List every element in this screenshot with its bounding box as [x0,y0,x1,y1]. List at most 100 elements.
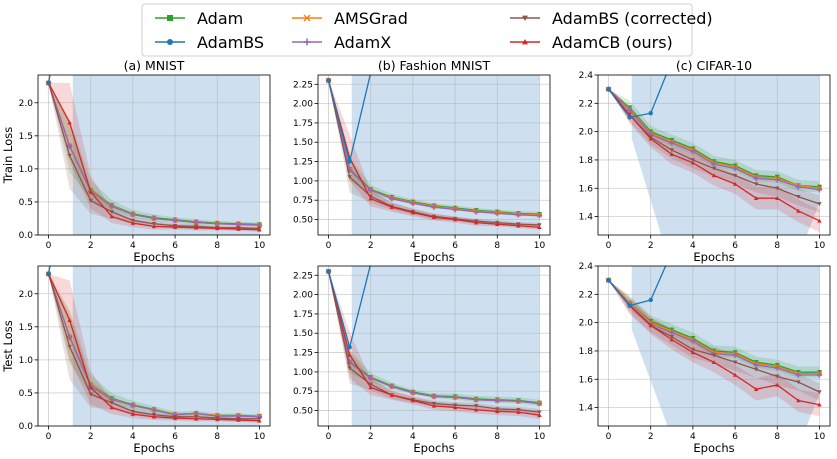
data-point [347,159,352,164]
data-point [817,390,822,395]
axes-frame [317,74,551,236]
data-point [109,203,115,210]
series-adamx [325,77,543,219]
chart-panel-3: 0 2 4 6 8 10 1.4 1.6 1.8 2.0 2.2 2.4 Epochs (c) CIFAR… [579,58,831,264]
y-tick-label: 2.0 [579,128,594,138]
confidence-band-adamcb-ours [608,89,820,233]
data-point [495,409,500,414]
data-point [66,334,73,341]
data-point [516,223,521,228]
data-point [389,204,395,209]
data-point [627,105,632,110]
data-point [431,403,437,408]
data-point [368,375,374,381]
y-tick-label: 2.4 [579,71,594,81]
series-adambs [46,75,51,86]
confidence-band-adam [608,280,820,378]
data-point [326,78,331,83]
data-point [67,120,72,125]
data-point [690,160,696,165]
axes-frame [597,74,831,236]
data-point [67,344,72,349]
data-point [711,353,717,358]
data-point [347,352,352,357]
y-tick-label: 2.2 [579,290,593,300]
data-point [669,137,675,143]
data-point [193,225,199,230]
y-tick-label: 0.50 [293,216,313,226]
data-point [452,206,458,213]
series-adam [606,277,822,375]
x-tick-label: 6 [172,432,178,442]
data-point [690,336,696,341]
data-point [537,225,542,230]
data-point [193,219,199,226]
x-axis-label: Epochs [133,250,174,264]
x-tick-label: 6 [172,241,178,251]
data-point [732,165,738,172]
data-point [236,226,241,231]
data-point [775,362,780,368]
chart-title: (b) Fashion MNIST [378,58,491,73]
x-tick-label: 0 [46,432,52,442]
data-point [410,200,416,207]
y-tick-label: 1.5 [19,132,33,142]
y-tick-label: 1.25 [293,158,313,168]
data-point [817,369,822,375]
data-point [193,416,199,421]
data-point [775,382,780,387]
x-tick-label: 10 [814,241,826,251]
plot-area [598,266,830,426]
data-point [172,415,178,420]
data-point [648,323,653,328]
y-tick-label: 0.5 [19,389,33,399]
x-tick-label: 4 [410,241,416,251]
legend-label: AdamX [334,33,391,52]
data-point [389,195,395,202]
data-point [130,218,136,223]
data-point [648,136,653,141]
data-point [796,380,801,385]
data-point [796,398,801,403]
data-point [648,129,653,134]
data-point [368,187,374,193]
data-point [775,374,780,379]
data-point [648,297,653,303]
data-point [711,159,717,164]
data-point [669,152,675,157]
x-tick-label: 2 [648,432,654,442]
data-point [473,220,479,225]
confidence-band-adambs-corrected [608,280,820,401]
y-tick-label: 0.0 [19,231,34,241]
data-point [347,344,352,350]
data-point [669,327,675,332]
x-tick-label: 6 [732,241,738,251]
y-axis-label: Train Loss [1,127,15,184]
data-point [66,143,73,150]
data-point [796,208,801,213]
data-point [151,222,157,226]
data-point [67,318,72,322]
data-point [690,146,696,151]
y-tick-label: 2.0 [19,99,34,109]
legend-entry-adamcb-ours: AdamCB (ours) [510,33,673,52]
data-point [67,153,72,158]
chart-panel-1: 0 2 4 6 8 10 0.0 0.5 1.0 1.5 2.0 Epochs Train Loss (a… [1,58,271,264]
y-tick-label: 0.75 [293,196,313,206]
data-point [816,186,823,193]
data-point [690,347,696,352]
data-point [775,186,780,191]
data-point [88,392,93,397]
x-axis-label: Epochs [693,250,734,264]
y-tick-label: 1.50 [293,329,313,339]
axes-frame [37,265,271,427]
data-point [537,410,542,415]
series-adamx [605,86,823,193]
plot-area [318,75,550,235]
data-point [796,369,801,375]
data-point [775,174,780,180]
data-point [215,226,220,231]
data-point [627,303,632,308]
data-point [431,204,437,210]
plot-area [598,75,830,235]
